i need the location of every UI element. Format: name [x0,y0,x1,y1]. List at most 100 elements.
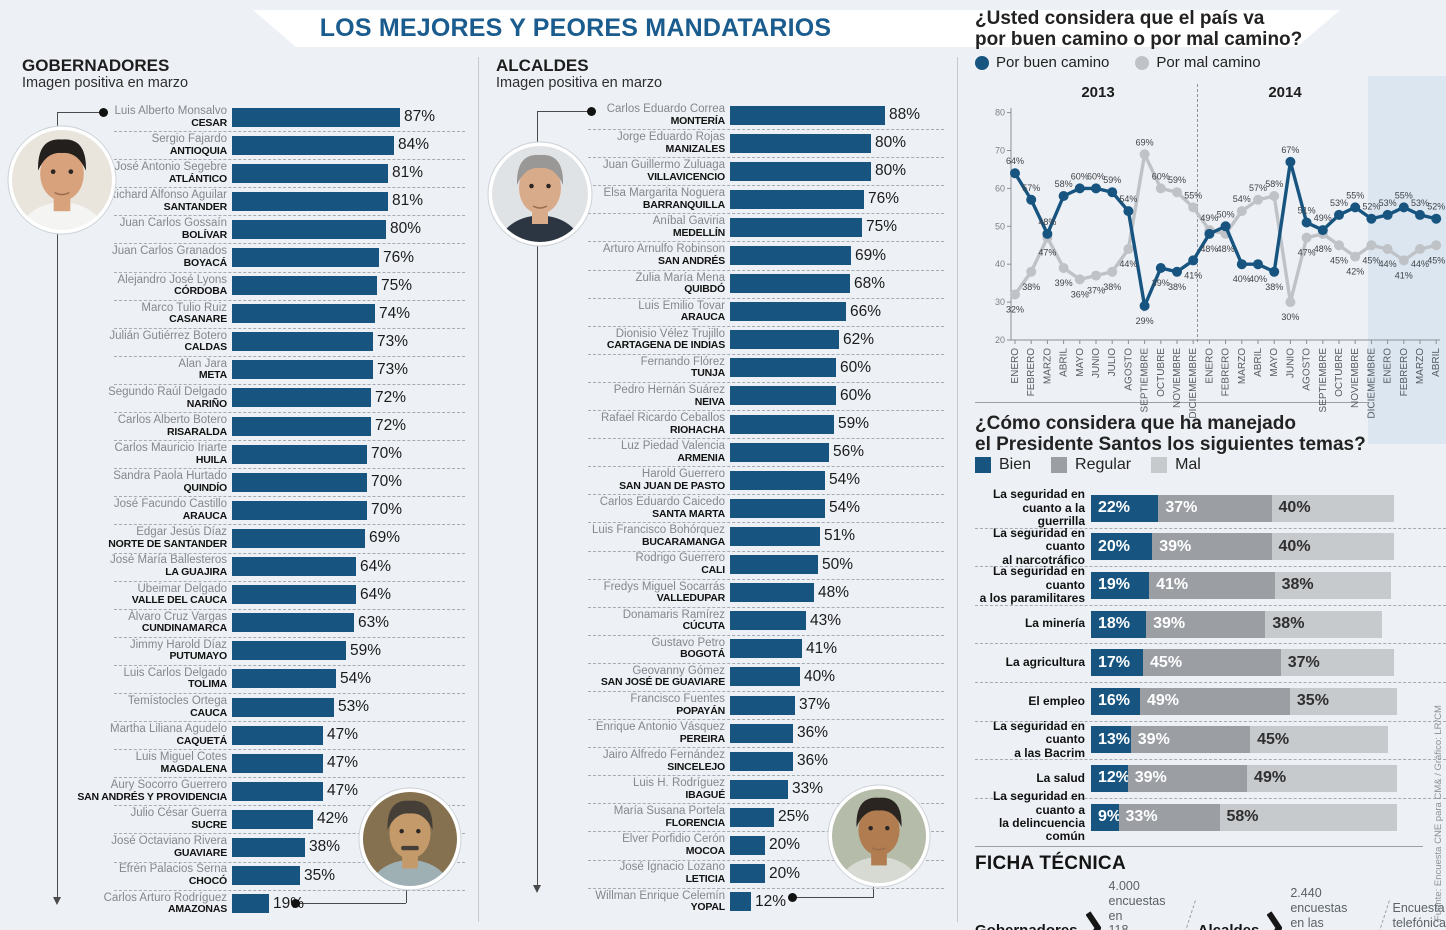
mayor-row: Pedro Hernán Suárez NEIVA 60% [486,382,948,412]
svg-text:44%: 44% [1379,259,1397,269]
official-label: José Antonio Segebre ATLÁNTICO [12,161,232,185]
official-region: POPAYÁN [676,704,725,717]
mayor-row: Luis Francisco Bohórquez BUCARAMANGA 51% [486,522,948,552]
official-name: Alan Jara [178,357,227,370]
governor-row: Jimmy Harold Díaz PUTUMAYO 59% [12,637,469,666]
svg-text:48%: 48% [1314,244,1332,254]
approval-bar [232,641,346,661]
ficha-label: Gobernadores [975,922,1078,930]
official-region: SINCELEJO [667,760,725,773]
official-label: Carlos Alberto Botero RISARALDA [12,414,232,438]
approval-value: 54% [340,669,372,687]
month-label: ABRIL [1059,348,1070,377]
official-label: Martha Liliana Agudelo CAQUETÁ [12,723,232,747]
official-name: Álvaro Cruz Vargas [128,610,227,623]
official-name: Carlos Arturo Rodríguez [103,891,227,904]
official-region: CAUCA [190,706,227,719]
official-region: SUCRE [191,818,227,831]
official-label: Gustavo Petro BOGOTÁ [486,637,730,661]
svg-text:58%: 58% [1265,179,1283,189]
approval-value: 80% [390,220,422,238]
topic-label: El empleo [1028,693,1085,708]
approval-value: 70% [371,473,403,491]
official-label: Carlos Eduardo Caicedo SANTA MARTA [486,496,730,520]
approval-bar [730,330,839,350]
official-label: Luis Francisco Bohórquez BUCARAMANGA [486,524,730,548]
svg-text:59%: 59% [1103,175,1121,185]
official-label: Álvaro Cruz Vargas CUNDINAMARCA [12,611,232,635]
official-region: SANTANDER [163,200,228,213]
approval-bar [232,725,323,745]
official-name: Dionisio Vélez Trujillo [615,327,725,340]
approval-bar [232,528,365,548]
svg-text:53%: 53% [1330,198,1348,208]
segment-regular: 45% [1143,649,1281,677]
official-region: CHOCÓ [188,875,227,888]
approval-value: 48% [818,583,850,601]
buen-series [1010,156,1442,312]
official-name: José Facundo Castillo [113,498,227,511]
legend-item: Regular [1051,456,1131,474]
approval-value: 43% [810,611,842,629]
official-name: Luis Alberto Monsalvo [114,104,227,117]
segment-mal: 37% [1280,649,1394,677]
governor-row: Edgar Jesús Díaz NORTE DE SANTANDER 69% [12,524,469,554]
official-region: SANTA MARTA [652,507,725,520]
month-label: SEPTIEMBRE [1140,348,1151,413]
mayor-row: Willman Enrique Celemín YOPAL 12% [486,888,948,916]
ficha-label: Alcaldes [1198,922,1260,930]
svg-text:38%: 38% [1168,282,1186,292]
year-label-2014: 2014 [1268,84,1302,101]
official-label: Temístocles Ortega CAUCA [12,695,232,719]
segment-mal: 58% [1219,803,1397,831]
approval-bar [730,695,795,715]
official-label: Marco Tulio Ruiz CASANARE [12,302,232,326]
official-region: META [198,369,227,382]
svg-text:41%: 41% [1395,270,1413,280]
approval-value: 25% [778,808,810,826]
month-label: JUNIO [1091,348,1102,378]
approval-bar [232,248,379,268]
approval-value: 88% [889,106,921,124]
governor-row: Julián Gutiérrez Botero CALDAS 73% [12,328,469,357]
mayor-row: Zulia María Mena QUIBDÓ 68% [486,270,948,299]
governor-row: Efrén Palacios Serna CHOCÓ 35% [12,862,469,891]
month-label: MAYO [1075,348,1086,377]
mayor-row: Elsa Margarita Noguera BARRANQUILLA 76% [486,185,948,215]
stacked-bar: 9% 33% 58% [1091,803,1397,831]
month-label: MAYO [1269,348,1280,377]
mayor-row: Rodrigo Guerrero CALI 50% [486,551,948,580]
approval-bar [730,583,814,603]
mayor-row: Carlos Eduardo Caicedo SANTA MARTA 54% [486,494,948,524]
official-region: TOLIMA [188,678,227,691]
approval-bar [730,498,825,518]
santos-row: La seguridad en cuanto a la delincuencia… [975,789,1446,843]
segment-bien: 19% [1091,571,1150,599]
approval-value: 36% [797,724,829,742]
official-region: MOCOA [685,845,725,858]
approval-value: 69% [855,246,887,264]
svg-text:52%: 52% [1427,202,1445,212]
svg-text:67%: 67% [1281,145,1299,155]
worst-governor-dot [291,899,300,908]
official-label: Sergio Fajardo ANTIOQUIA [12,133,232,157]
official-name: Donamaris Ramírez [622,608,725,621]
official-name: Edgar Jesús Díaz [136,526,227,539]
month-label: OCTUBRE [1156,348,1167,397]
official-name: Geovanny Gómez [632,664,725,677]
y-tick-label: 40 [995,259,1005,269]
approval-value: 76% [383,248,415,266]
best-governor-dot [99,108,108,117]
y-tick-label: 20 [995,335,1005,345]
governor-row: José Antonio Segebre ATLÁNTICO 81% [12,159,469,189]
mayor-row: Enrique Antonio Vásquez PEREIRA 36% [486,719,948,749]
approval-bar [730,386,836,406]
month-label: MARZO [1415,348,1426,384]
governor-row: Temístocles Ortega CAUCA 53% [12,693,469,723]
svg-text:55%: 55% [1184,190,1202,200]
legend-item: Mal [1151,456,1201,474]
mayor-row: Geovanny Gómez SAN JOSÉ DE GUAVIARE 40% [486,663,948,693]
governor-row: Carlos Mauricio Iriarte HUILA 70% [12,440,469,470]
santos-row: La seguridad en cuanto al narcotráfico 20… [975,526,1446,567]
mayor-row: Juan Guillermo Zuluaga VILLAVICENCIO 80% [486,157,948,187]
